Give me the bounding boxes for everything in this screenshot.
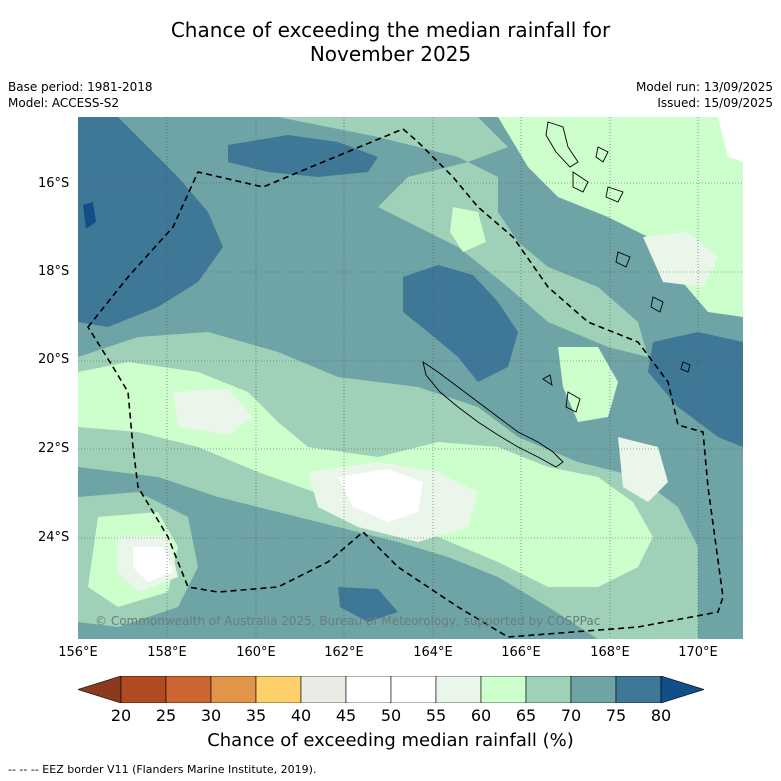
cb-tick-60: 60 <box>470 706 492 725</box>
vanuatu-island-5 <box>615 251 631 268</box>
colorbar-swatch <box>570 675 617 704</box>
cb-tick-65: 65 <box>515 706 537 725</box>
colorbar-swatch <box>300 675 347 704</box>
loyalty-island-4 <box>680 361 691 373</box>
colorbar-swatch <box>255 675 302 704</box>
region-high-north <box>228 135 378 177</box>
region-high-east <box>648 332 743 447</box>
rainfall-map <box>78 117 743 639</box>
region-low-north-spot <box>450 207 486 252</box>
lat-tick-16s: 16°S <box>38 176 70 191</box>
region-mid-northeast <box>188 117 648 357</box>
colorbar-title: Chance of exceeding median rainfall (%) <box>207 730 574 751</box>
meta-right: Model run: 13/09/2025 Issued: 15/09/2025 <box>636 79 773 111</box>
new-caledonia-island <box>422 360 564 468</box>
colorbar-swatch <box>165 675 212 704</box>
lat-tick-20s: 20°S <box>38 352 70 367</box>
vanuatu-island-2 <box>572 171 589 193</box>
chart-title: Chance of exceeding the median rainfall … <box>0 18 781 66</box>
cb-tick-55: 55 <box>425 706 447 725</box>
region-highest-spot <box>83 202 96 229</box>
lon-tick-158e: 158°E <box>147 645 187 660</box>
title-line-2: November 2025 <box>309 42 472 66</box>
cb-tick-50: 50 <box>380 706 402 725</box>
eez-footnote: -- -- -- EEZ border V11 (Flanders Marine… <box>8 763 317 776</box>
lon-tick-170e: 170°E <box>678 645 718 660</box>
cb-tick-40: 40 <box>290 706 312 725</box>
region-high-south <box>338 587 398 622</box>
cb-tick-35: 35 <box>245 706 267 725</box>
cb-tick-45: 45 <box>335 706 357 725</box>
region-high-central <box>403 265 518 382</box>
lat-tick-24s: 24°S <box>38 530 70 545</box>
lon-tick-164e: 164°E <box>413 645 453 660</box>
lon-tick-166e: 166°E <box>501 645 541 660</box>
cb-tick-25: 25 <box>155 706 177 725</box>
model-name: Model: ACCESS-S2 <box>8 96 120 110</box>
region-white-northeast <box>718 117 743 162</box>
colorbar-swatch <box>210 675 257 704</box>
colorbar-swatch <box>615 675 662 704</box>
title-line-1: Chance of exceeding the median rainfall … <box>170 18 611 42</box>
eez-border <box>87 128 724 638</box>
vanuatu-island-1 <box>545 121 579 168</box>
colorbar-swatch <box>525 675 572 704</box>
vanuatu-island-3 <box>595 146 609 163</box>
colorbar <box>76 675 706 704</box>
colorbar-swatch <box>76 675 122 704</box>
lat-tick-22s: 22°S <box>38 441 70 456</box>
colorbar-swatch <box>120 675 167 704</box>
lat-tick-18s: 18°S <box>38 264 70 279</box>
lon-tick-162e: 162°E <box>324 645 364 660</box>
region-vlight-northeast <box>643 232 718 287</box>
colorbar-swatches <box>76 675 706 704</box>
base-period: Base period: 1981-2018 <box>8 80 153 94</box>
coastlines <box>422 121 691 468</box>
region-low-east2 <box>558 347 618 422</box>
cb-tick-30: 30 <box>200 706 222 725</box>
loyalty-island-3 <box>650 296 664 313</box>
cb-tick-75: 75 <box>605 706 627 725</box>
lon-tick-160e: 160°E <box>236 645 276 660</box>
model-run: Model run: 13/09/2025 <box>635 80 773 94</box>
issued-date: Issued: 15/09/2025 <box>657 96 773 110</box>
region-vlight-west <box>173 389 253 435</box>
gridlines <box>78 117 743 639</box>
region-vlight-east <box>618 437 668 502</box>
region-white-central <box>338 469 423 522</box>
loyalty-island-1 <box>565 391 581 413</box>
region-high-northwest <box>78 117 223 327</box>
copyright-notice: © Commonwealth of Australia 2025, Bureau… <box>95 614 601 628</box>
cb-tick-80: 80 <box>650 706 672 725</box>
colorbar-swatch <box>435 675 482 704</box>
lon-tick-168e: 168°E <box>590 645 630 660</box>
colorbar-swatch <box>660 675 706 704</box>
colorbar-swatch <box>390 675 437 704</box>
lon-tick-156e: 156°E <box>58 645 98 660</box>
loyalty-island-2 <box>542 374 553 386</box>
vanuatu-island-4 <box>605 186 624 203</box>
colorbar-swatch <box>345 675 392 704</box>
colorbar-swatch <box>480 675 527 704</box>
cb-tick-20: 20 <box>110 706 132 725</box>
cb-tick-70: 70 <box>560 706 582 725</box>
meta-left: Base period: 1981-2018 Model: ACCESS-S2 <box>8 79 153 111</box>
region-white-southwest <box>133 547 173 582</box>
